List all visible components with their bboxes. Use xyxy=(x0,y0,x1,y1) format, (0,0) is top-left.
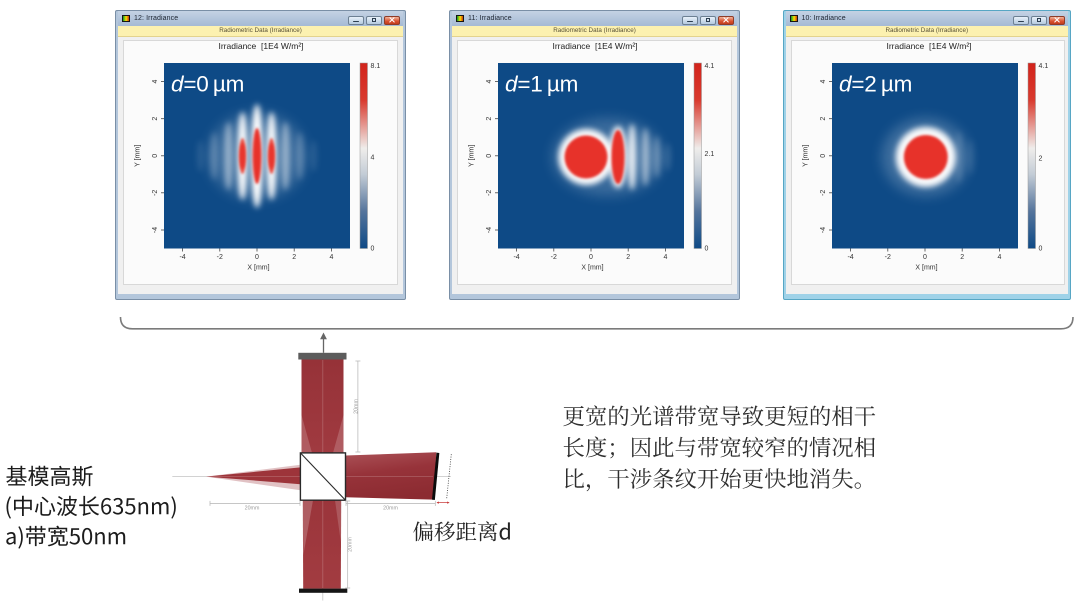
svg-text:20mm: 20mm xyxy=(354,399,360,414)
svg-text:-4: -4 xyxy=(486,227,493,233)
svg-text:-2: -2 xyxy=(551,254,557,261)
svg-text:4: 4 xyxy=(329,254,333,261)
svg-text:4.1: 4.1 xyxy=(705,63,715,70)
svg-text:2: 2 xyxy=(152,117,159,121)
svg-text:0: 0 xyxy=(152,154,159,158)
svg-text:0: 0 xyxy=(255,254,259,261)
svg-text:-4: -4 xyxy=(820,227,827,233)
svg-text:4: 4 xyxy=(371,154,375,161)
svg-text:-2: -2 xyxy=(820,190,827,196)
svg-text:Y [mm]: Y [mm] xyxy=(135,145,142,167)
svg-text:4.1: 4.1 xyxy=(1038,63,1048,70)
svg-text:2: 2 xyxy=(960,254,964,261)
svg-text:Y [mm]: Y [mm] xyxy=(802,145,809,167)
svg-text:X [mm]: X [mm] xyxy=(915,265,937,272)
svg-text:4: 4 xyxy=(152,79,159,83)
svg-text:X [mm]: X [mm] xyxy=(581,265,603,272)
svg-text:X [mm]: X [mm] xyxy=(247,265,269,272)
svg-text:Irradiance [1E4 W/m²]: Irradiance [1E4 W/m²] xyxy=(218,41,303,51)
svg-text:4: 4 xyxy=(997,254,1001,261)
svg-text:Y [mm]: Y [mm] xyxy=(469,145,476,167)
svg-text:2.1: 2.1 xyxy=(705,151,715,158)
svg-text:0: 0 xyxy=(589,254,593,261)
svg-text:0: 0 xyxy=(820,154,827,158)
svg-text:0: 0 xyxy=(1038,246,1042,253)
svg-text:4: 4 xyxy=(663,254,667,261)
svg-text:-2: -2 xyxy=(217,254,223,261)
svg-text:0: 0 xyxy=(371,246,375,253)
svg-text:20mm: 20mm xyxy=(383,506,398,512)
svg-text:d=1 µm: d=1 µm xyxy=(505,71,578,96)
svg-text:4: 4 xyxy=(486,79,493,83)
svg-text:8.1: 8.1 xyxy=(371,63,381,70)
svg-text:-4: -4 xyxy=(152,227,159,233)
svg-text:2: 2 xyxy=(626,254,630,261)
svg-text:2: 2 xyxy=(820,117,827,121)
svg-text:0: 0 xyxy=(923,254,927,261)
svg-text:0: 0 xyxy=(486,154,493,158)
svg-text:-4: -4 xyxy=(847,254,853,261)
svg-text:20mm: 20mm xyxy=(245,506,260,512)
svg-text:Irradiance [1E4 W/m²]: Irradiance [1E4 W/m²] xyxy=(552,41,637,51)
svg-text:Irradiance [1E4 W/m²]: Irradiance [1E4 W/m²] xyxy=(886,41,971,51)
svg-text:20mm: 20mm xyxy=(348,537,354,552)
svg-text:-4: -4 xyxy=(513,254,519,261)
svg-text:d=2 µm: d=2 µm xyxy=(839,71,912,96)
svg-text:0: 0 xyxy=(705,246,709,253)
svg-text:-4: -4 xyxy=(179,254,185,261)
svg-text:2: 2 xyxy=(292,254,296,261)
svg-text:-2: -2 xyxy=(486,190,493,196)
svg-text:4: 4 xyxy=(820,79,827,83)
svg-text:d=0 µm: d=0 µm xyxy=(171,71,244,96)
svg-text:-2: -2 xyxy=(884,254,890,261)
svg-text:-2: -2 xyxy=(152,190,159,196)
svg-text:2: 2 xyxy=(486,117,493,121)
svg-text:2: 2 xyxy=(1038,156,1042,163)
